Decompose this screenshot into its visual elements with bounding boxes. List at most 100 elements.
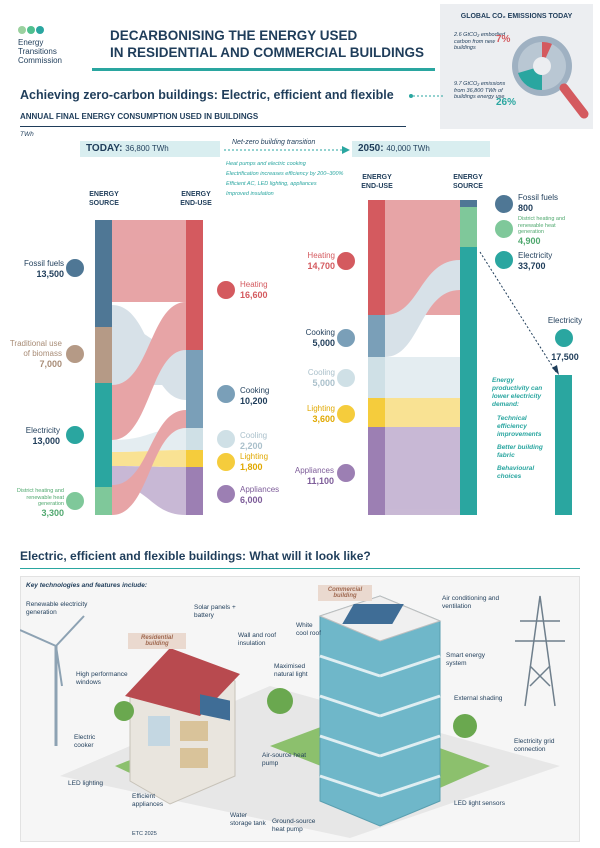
node-2050-fossil [460, 200, 477, 207]
heating-icon [216, 280, 236, 300]
transition-bullet: Improved insulation [226, 191, 274, 197]
transition-bullet: Efficient AC, LED lighting, appliances [226, 181, 317, 187]
district-heat-icon [494, 219, 514, 239]
src-name: Fossil fuels [23, 259, 64, 268]
today-label: TODAY: [86, 143, 123, 154]
global-emissions-box: GLOBAL CO₂ EMISSIONS TODAY 2.6 GtCO₂ emb… [440, 4, 593, 129]
enduse-value: 3,600 [312, 414, 335, 424]
productivity-bar [555, 375, 572, 515]
callout-grid: Electricity grid connection [514, 738, 555, 753]
src-value: 13,500 [36, 269, 64, 279]
dotted-connector [409, 94, 443, 98]
cooling-icon [216, 429, 236, 449]
callout-ground: Ground-source heat pump [272, 818, 316, 833]
callout-shading: External shading [454, 695, 503, 702]
logo-dot [36, 26, 44, 34]
node-biomass [95, 327, 112, 383]
transition-bullet: Heat pumps and electric cooking [226, 161, 306, 167]
section2-title: Electric, efficient and flexible buildin… [20, 549, 371, 563]
appliances-icon [216, 484, 236, 504]
src-2050-electricity-label: Electricity 33,700 [518, 251, 572, 271]
enduse-name: Lighting [240, 452, 269, 461]
embodied-text: 2.6 GtCO₂ embodied carbon from new build… [454, 32, 506, 51]
transition-bullets: Heat pumps and electric cooking Electrif… [226, 161, 348, 198]
residential-tag: Residential building [128, 633, 186, 649]
productivity-bullet: Behavioural choices [497, 465, 535, 480]
callout-led: LED lighting [68, 780, 104, 787]
callout-airhp: Air-source heat pump [262, 752, 307, 767]
enduse-name: Cooking [240, 386, 270, 395]
node-appliances [186, 467, 203, 515]
callout-solar: Solar panels + battery [194, 604, 236, 619]
flow-fossil-heating [112, 220, 186, 302]
enduse-cooling-label: Cooling 2,200 [240, 431, 280, 451]
callout-appliances: Efficient appliances [132, 793, 164, 808]
src-value: 3,300 [41, 507, 64, 518]
logo-text: Transitions [18, 47, 57, 56]
callout-water: Water storage tank [230, 812, 266, 827]
tree-icon [453, 714, 477, 738]
enduse-name: Heating [240, 280, 268, 289]
embodied-pct: 7% [496, 34, 511, 45]
flow-district-heating [112, 410, 186, 515]
etc-logo: Energy Transitions Commission [18, 26, 88, 70]
page-title-line: IN RESIDENTIAL AND COMMERCIAL BUILDINGS [110, 45, 425, 60]
node-fossil [95, 220, 112, 327]
enduse-heating-label: Heating 16,600 [240, 280, 280, 300]
src-value: 33,700 [518, 261, 546, 271]
enduse-name: Lighting [306, 404, 335, 413]
electricity-icon [554, 328, 574, 348]
node-2050-heating [368, 200, 385, 315]
heating-icon [336, 251, 356, 271]
biomass-icon [65, 344, 85, 364]
src-2050-district-label: District heating and renewable heat gene… [518, 216, 582, 246]
use-pct: 26% [496, 97, 517, 108]
src-district-label: District heating and renewable heat gene… [4, 488, 64, 518]
callout-hp-windows: High performance windows [76, 671, 128, 686]
node-district [95, 487, 112, 515]
enduse-name: Cooking [305, 328, 335, 337]
callout-natural: Maximised natural light [274, 663, 308, 678]
appliances-icon [336, 463, 356, 483]
callout-renewable: Renewable electricity generation [26, 601, 88, 616]
src-value: 7,000 [39, 359, 62, 369]
flow-2050-district-heating [385, 207, 460, 247]
cooking-icon [336, 328, 356, 348]
commercial-tag: Commercial building [318, 585, 372, 601]
commercial-building-icon [318, 595, 442, 827]
src-name: District heating and renewable heat gene… [518, 216, 566, 235]
node-electricity [95, 383, 112, 487]
future-header: 2050: 40,000 TWh [352, 141, 490, 157]
district-heat-icon [65, 491, 85, 511]
node-cooking [186, 350, 203, 428]
electricity-icon [65, 425, 85, 445]
enduse-value: 5,000 [312, 338, 335, 348]
page-title-line: DECARBONISING THE ENERGY USED [110, 28, 358, 43]
lighting-icon [216, 452, 236, 472]
magnifier-pie-icon [512, 36, 589, 119]
productivity-arrowhead [552, 365, 559, 375]
section2-sub: Key technologies and features include: [26, 582, 147, 589]
node-2050-district [460, 207, 477, 247]
credit: ETC 2025 [132, 831, 157, 837]
unit-label: TWh [20, 131, 34, 138]
logo-dot [27, 26, 35, 34]
enduse-2050-cooling-label: Cooling 5,000 [295, 368, 335, 388]
flow-2050-elec-cooking [385, 260, 460, 357]
node-cooling [186, 428, 203, 450]
section1-subtitle: ANNUAL FINAL ENERGY CONSUMPTION USED IN … [20, 112, 259, 121]
callout-sensors: LED light sensors [454, 800, 505, 807]
flow-2050-elec-appliances [385, 427, 460, 515]
enduse-value: 14,700 [307, 261, 335, 271]
src-electricity-label: Electricity 13,000 [14, 426, 60, 446]
use-text: 9.7 GtCO₂ emissions from 36,800 TWh of b… [454, 81, 506, 100]
src-name: Traditional use of biomass [9, 339, 62, 358]
wind-turbine-icon [20, 615, 85, 746]
src-biomass-label: Traditional use of biomass 7,000 [6, 339, 62, 369]
enduse-2050-lighting-label: Lighting 3,600 [295, 404, 335, 424]
enduse-name: Heating [307, 251, 335, 260]
enduse-value: 11,100 [306, 476, 334, 486]
node-2050-lighting [368, 398, 385, 427]
enduse-2050-appliances-label: Appliances 11,100 [286, 466, 334, 486]
enduse-value: 16,600 [240, 290, 268, 300]
